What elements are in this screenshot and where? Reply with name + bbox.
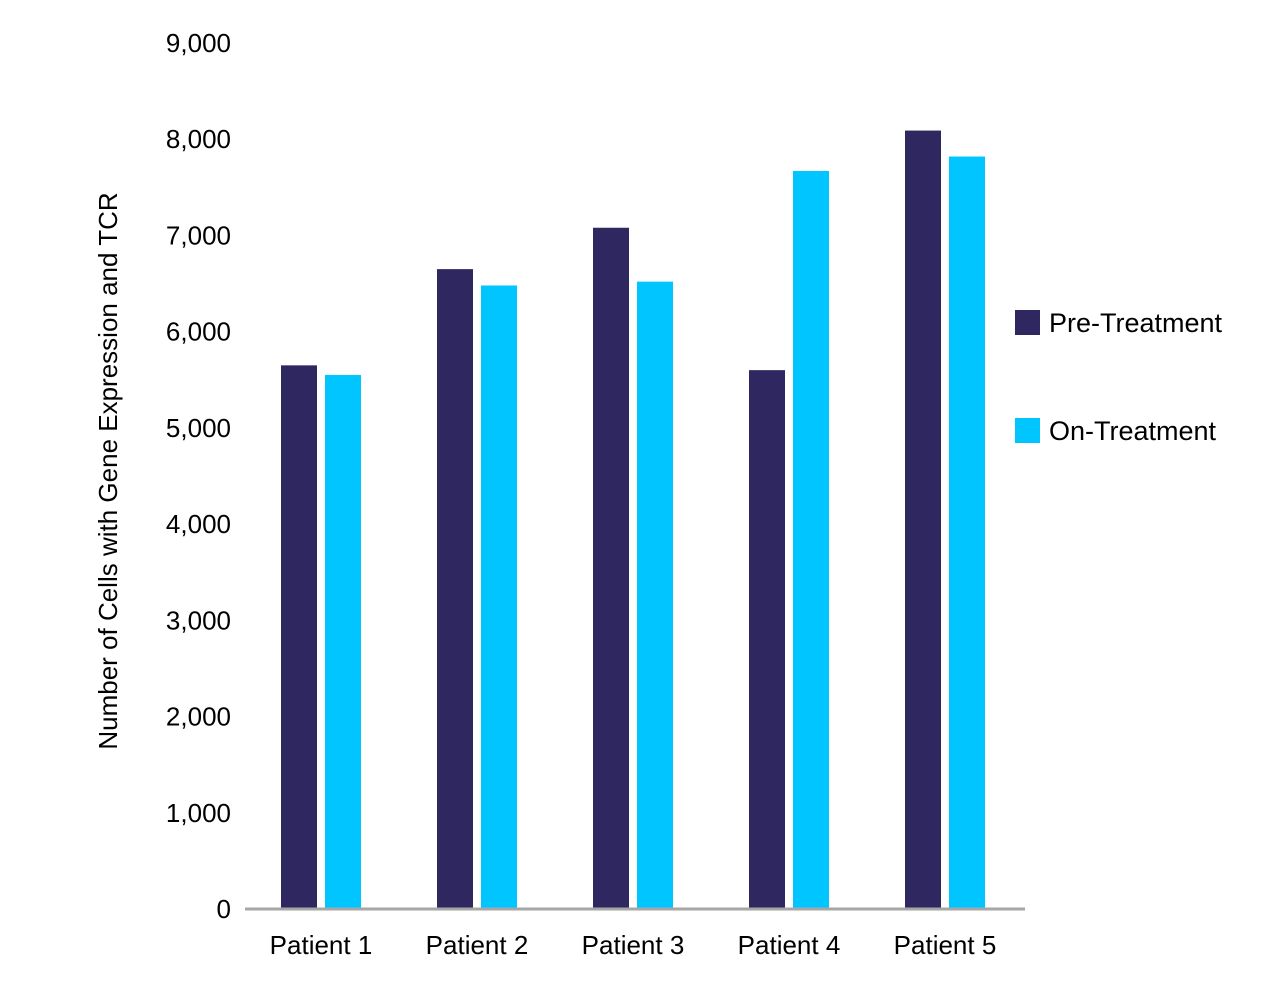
x-tick-label: Patient 2: [426, 930, 529, 960]
bar-pre-treatment-2: [437, 269, 473, 910]
x-tick-label: Patient 5: [894, 930, 997, 960]
bar-on-treatment-1: [325, 374, 361, 909]
y-tick-label: 5,000: [166, 413, 231, 443]
y-tick-label: 3,000: [166, 605, 231, 635]
legend: Pre-Treatment On-Treatment: [1015, 308, 1223, 446]
y-axis-title: Number of Cells with Gene Expression and…: [93, 192, 123, 749]
bar-on-treatment-5: [949, 156, 985, 909]
x-tick-label: Patient 4: [738, 930, 841, 960]
y-tick-label: 1,000: [166, 798, 231, 828]
x-axis-ticks: Patient 1 Patient 2 Patient 3 Patient 4 Pati…: [270, 930, 997, 960]
x-tick-label: Patient 1: [270, 930, 373, 960]
bar-pre-treatment-5: [905, 130, 941, 909]
bar-pre-treatment-1: [281, 365, 317, 909]
y-tick-label: 9,000: [166, 28, 231, 58]
bar-on-treatment-4: [793, 170, 829, 909]
y-tick-label: 0: [217, 894, 231, 924]
legend-label: Pre-Treatment: [1049, 308, 1223, 338]
legend-swatch: [1015, 310, 1040, 335]
bar-pre-treatment-4: [749, 370, 785, 910]
bar-on-treatment-3: [637, 281, 673, 909]
bar-on-treatment-2: [481, 285, 517, 910]
bar-pre-treatment-3: [593, 227, 629, 909]
y-tick-label: 2,000: [166, 702, 231, 732]
y-axis-ticks: 0 1,000 2,000 3,000 4,000 5,000 6,000 7,000 8,00…: [166, 28, 231, 924]
legend-swatch: [1015, 418, 1040, 443]
y-tick-label: 7,000: [166, 220, 231, 250]
x-tick-label: Patient 3: [582, 930, 685, 960]
y-tick-label: 6,000: [166, 317, 231, 347]
legend-label: On-Treatment: [1049, 416, 1217, 446]
y-tick-label: 4,000: [166, 509, 231, 539]
y-tick-label: 8,000: [166, 124, 231, 154]
bars: [281, 130, 985, 910]
